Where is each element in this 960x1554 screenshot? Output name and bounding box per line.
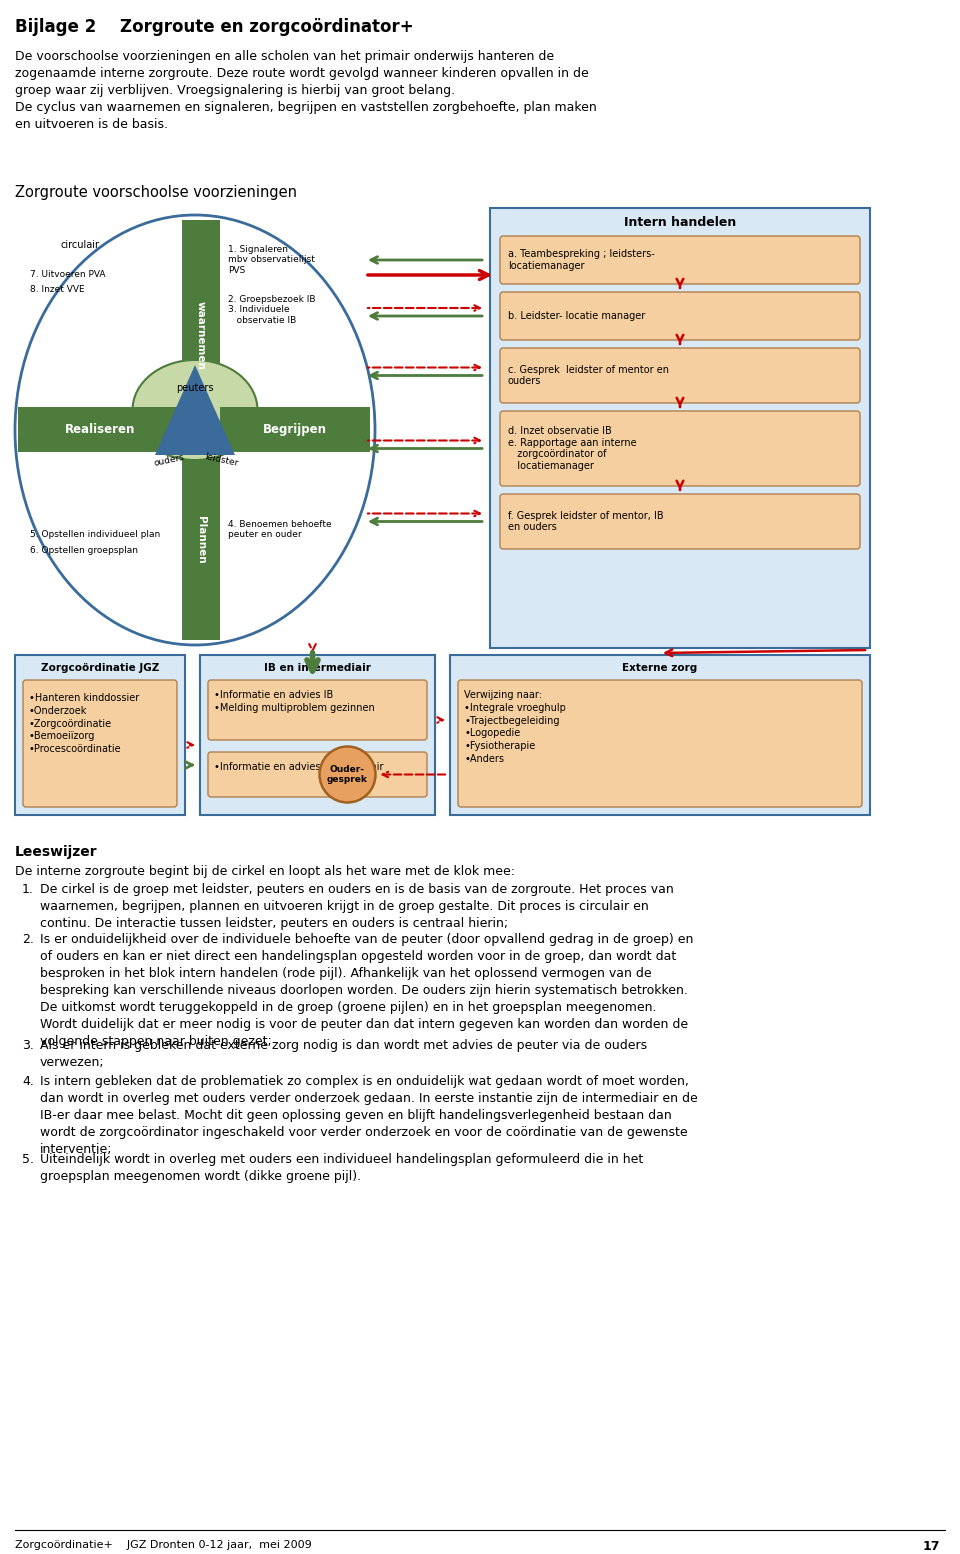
- Text: 3.: 3.: [22, 1040, 34, 1052]
- Text: circulair: circulair: [60, 239, 100, 250]
- Text: 6. Opstellen groepsplan: 6. Opstellen groepsplan: [30, 545, 138, 555]
- Bar: [18, 407, 182, 452]
- Text: Realiseren: Realiseren: [65, 423, 135, 437]
- FancyBboxPatch shape: [500, 292, 860, 340]
- FancyBboxPatch shape: [458, 681, 862, 807]
- Text: Externe zorg: Externe zorg: [622, 664, 698, 673]
- Text: Bijlage 2: Bijlage 2: [15, 19, 96, 36]
- Text: 7. Uitvoeren PVA: 7. Uitvoeren PVA: [30, 270, 106, 280]
- Text: De interne zorgroute begint bij de cirkel en loopt als het ware met de klok mee:: De interne zorgroute begint bij de cirke…: [15, 866, 515, 878]
- Ellipse shape: [132, 361, 257, 460]
- Text: Als er intern is gebleken dat externe zorg nodig is dan wordt met advies de peut: Als er intern is gebleken dat externe zo…: [40, 1040, 647, 1069]
- Bar: [182, 221, 220, 640]
- Text: Verwijzing naar:
•Integrale vroeghulp
•Trajectbegeleiding
•Logopedie
•Fysiothera: Verwijzing naar: •Integrale vroeghulp •T…: [464, 690, 565, 765]
- Ellipse shape: [15, 214, 375, 645]
- Text: waarnemen: waarnemen: [196, 300, 206, 370]
- Text: Is intern gebleken dat de problematiek zo complex is en onduidelijk wat gedaan w: Is intern gebleken dat de problematiek z…: [40, 1075, 698, 1156]
- Text: peuters: peuters: [177, 382, 214, 393]
- Bar: [220, 407, 370, 452]
- Polygon shape: [155, 365, 235, 455]
- Text: 8. Inzet VVE: 8. Inzet VVE: [30, 284, 84, 294]
- Text: 2.: 2.: [22, 932, 34, 946]
- Bar: [15, 654, 185, 814]
- Bar: [490, 208, 870, 648]
- Text: 17: 17: [923, 1540, 940, 1552]
- Text: Begrijpen: Begrijpen: [263, 423, 327, 437]
- Circle shape: [320, 746, 375, 802]
- Text: leidster: leidster: [204, 452, 239, 468]
- Text: De cirkel is de groep met leidster, peuters en ouders en is de basis van de zorg: De cirkel is de groep met leidster, peut…: [40, 883, 674, 929]
- FancyBboxPatch shape: [208, 752, 427, 797]
- Text: a. Teambespreking ; leidsters-
locatiemanager: a. Teambespreking ; leidsters- locatiema…: [508, 249, 655, 270]
- FancyBboxPatch shape: [208, 681, 427, 740]
- Text: 2. Groepsbezoek IB
3. Individuele
   observatie IB: 2. Groepsbezoek IB 3. Individuele observ…: [228, 295, 316, 325]
- Text: •Informatie en advies intermediair: •Informatie en advies intermediair: [214, 761, 383, 772]
- Text: f. Gesprek leidster of mentor, IB
en ouders: f. Gesprek leidster of mentor, IB en oud…: [508, 511, 663, 533]
- Text: Is er onduidelijkheid over de individuele behoefte van de peuter (door opvallend: Is er onduidelijkheid over de individuel…: [40, 932, 693, 1047]
- Text: De voorschoolse voorzieningen en alle scholen van het primair onderwijs hanteren: De voorschoolse voorzieningen en alle sc…: [15, 50, 597, 131]
- FancyBboxPatch shape: [500, 236, 860, 284]
- FancyBboxPatch shape: [500, 410, 860, 486]
- Text: •Informatie en advies IB
•Melding multiproblem gezinnen: •Informatie en advies IB •Melding multip…: [214, 690, 374, 713]
- FancyBboxPatch shape: [500, 348, 860, 402]
- Bar: [200, 654, 435, 814]
- Text: •Hanteren kinddossier
•Onderzoek
•Zorgcoördinatie
•Bemoeiïzorg
•Procescoördinati: •Hanteren kinddossier •Onderzoek •Zorgco…: [29, 693, 139, 754]
- Bar: [450, 654, 870, 814]
- Text: 1.: 1.: [22, 883, 34, 897]
- Text: 5. Opstellen individueel plan: 5. Opstellen individueel plan: [30, 530, 160, 539]
- FancyBboxPatch shape: [23, 681, 177, 807]
- Text: Intern handelen: Intern handelen: [624, 216, 736, 228]
- Text: IB en intermediair: IB en intermediair: [264, 664, 371, 673]
- Text: 5.: 5.: [22, 1153, 34, 1166]
- Text: 4. Benoemen behoefte
peuter en ouder: 4. Benoemen behoefte peuter en ouder: [228, 521, 331, 539]
- Text: d. Inzet observatie IB
e. Rapportage aan interne
   zorgcoördinator of
   locati: d. Inzet observatie IB e. Rapportage aan…: [508, 426, 636, 471]
- Text: Plannen: Plannen: [196, 516, 206, 564]
- Text: Zorgcoördinatie JGZ: Zorgcoördinatie JGZ: [41, 664, 159, 673]
- Text: Zorgcoördinatie+    JGZ Dronten 0-12 jaar,  mei 2009: Zorgcoördinatie+ JGZ Dronten 0-12 jaar, …: [15, 1540, 312, 1549]
- Text: Zorgroute en zorgcoördinator+: Zorgroute en zorgcoördinator+: [120, 19, 414, 36]
- Text: b. Leidster- locatie manager: b. Leidster- locatie manager: [508, 311, 645, 322]
- Text: Zorgroute voorschoolse voorzieningen: Zorgroute voorschoolse voorzieningen: [15, 185, 297, 200]
- Text: ouders: ouders: [153, 452, 185, 468]
- Text: Uiteindelijk wordt in overleg met ouders een individueel handelingsplan geformul: Uiteindelijk wordt in overleg met ouders…: [40, 1153, 643, 1183]
- Text: 4.: 4.: [22, 1075, 34, 1088]
- FancyBboxPatch shape: [500, 494, 860, 549]
- Text: c. Gesprek  leidster of mentor en
ouders: c. Gesprek leidster of mentor en ouders: [508, 365, 669, 387]
- Text: Ouder-
gesprek: Ouder- gesprek: [327, 765, 368, 785]
- Text: Leeswijzer: Leeswijzer: [15, 845, 98, 859]
- Text: 1. Signaleren
mbv observatielijst
PVS: 1. Signaleren mbv observatielijst PVS: [228, 246, 315, 275]
